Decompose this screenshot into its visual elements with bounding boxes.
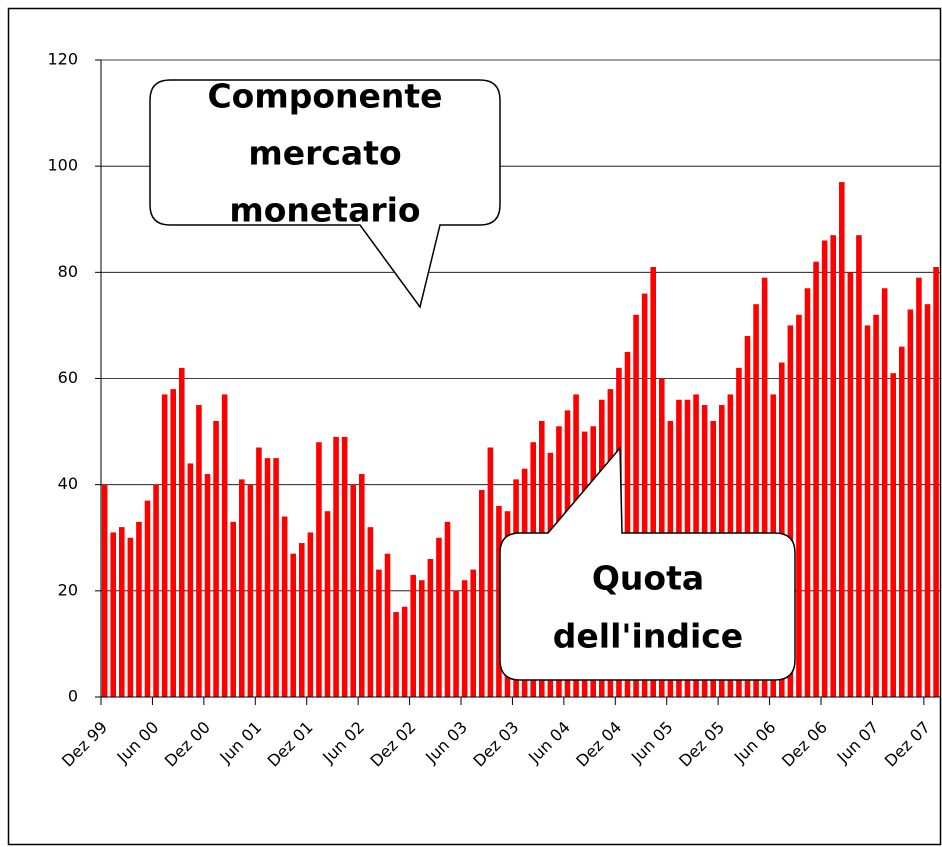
bar [753,304,759,697]
bar [161,394,168,697]
bar [839,182,845,697]
bar [410,574,416,697]
bar [881,288,888,697]
y-tick-label: 100 [47,156,78,175]
bar [290,553,296,697]
bar [813,261,819,697]
bar [281,516,288,697]
bar [470,569,476,697]
bar [299,543,305,697]
bar [804,288,811,697]
bar [239,479,245,697]
bar [333,436,339,697]
callout-1: Componente mercato monetario [149,77,501,309]
bar [341,436,348,697]
bar [221,394,228,697]
bar [187,463,194,697]
annotation-line: dell'indice [553,617,743,656]
bar [384,553,391,697]
bar [496,505,502,697]
bar [307,532,314,697]
callout-shape [499,446,796,681]
annotation-line: mercato [248,134,401,173]
bar [419,580,425,697]
bar [401,606,408,697]
bar [487,447,494,697]
bar [393,612,399,697]
bar [264,458,271,697]
bar [830,235,836,698]
annotation-line: Componente [207,77,442,116]
bar [127,537,134,697]
bar [101,484,108,697]
bar [453,590,459,697]
bar [256,447,262,697]
y-tick-label: 120 [47,50,78,69]
annotation-line: monetario [229,191,420,230]
y-tick-label: 40 [58,474,78,493]
bar [436,537,442,697]
bar [761,277,768,697]
bar [479,489,485,697]
bar [427,558,434,697]
bar [179,367,185,697]
bar [230,521,236,697]
y-tick-label: 80 [58,262,78,281]
bar [744,336,751,697]
callout-2: Quota dell'indice [499,446,796,681]
bar [821,240,828,697]
bar [624,351,631,697]
bar [916,277,922,697]
bar [196,405,202,697]
bar [136,521,142,697]
bar [213,420,219,697]
bar [633,314,639,697]
bar [650,267,656,697]
bar [204,474,211,697]
bar [273,458,279,697]
bar [873,314,879,697]
bar [461,580,468,697]
bar [787,325,794,697]
bar [350,484,356,697]
bar [796,314,802,697]
bar [924,304,931,697]
bar [933,267,939,697]
bar [641,293,648,697]
y-tick-label: 20 [58,580,78,599]
bar [316,442,322,697]
bar [119,527,125,697]
annotation-line: Quota [592,559,704,598]
y-tick-label: 60 [58,368,78,387]
bar [856,235,862,698]
bar [376,569,382,697]
bar [890,373,896,697]
bar [847,272,854,697]
callout-shape [149,79,501,309]
bar [367,527,374,697]
bar [324,511,331,697]
bar [170,389,176,697]
y-tick-label: 0 [68,687,78,706]
bar [247,484,254,697]
bar [779,362,785,697]
bar [110,532,116,697]
bar [144,500,151,697]
bar [864,325,871,697]
bar [444,521,451,697]
bar [899,346,905,697]
bar [153,484,159,697]
bar [359,474,365,697]
bar [907,309,914,697]
